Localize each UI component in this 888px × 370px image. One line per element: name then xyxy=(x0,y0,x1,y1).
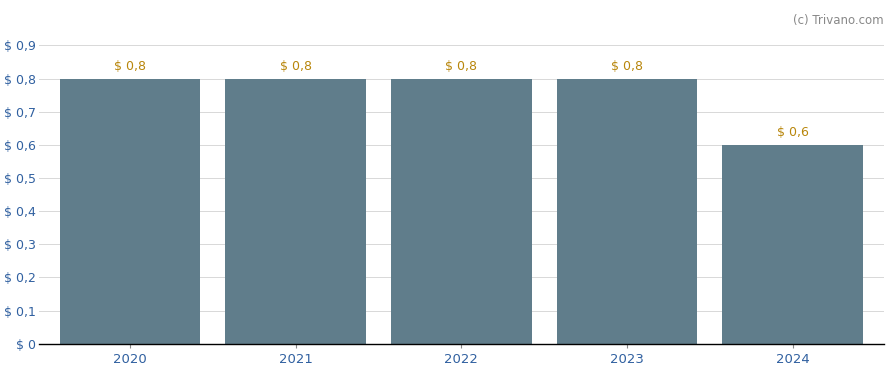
Text: $ 0,8: $ 0,8 xyxy=(280,60,312,73)
Text: $ 0,8: $ 0,8 xyxy=(611,60,643,73)
Bar xyxy=(557,78,697,344)
Text: $ 0,8: $ 0,8 xyxy=(446,60,478,73)
Bar xyxy=(226,78,366,344)
Text: (c) Trivano.com: (c) Trivano.com xyxy=(793,14,884,27)
Text: $ 0,8: $ 0,8 xyxy=(114,60,146,73)
Bar xyxy=(722,145,863,344)
Text: $ 0,6: $ 0,6 xyxy=(777,126,809,139)
Bar xyxy=(391,78,532,344)
Bar xyxy=(59,78,201,344)
